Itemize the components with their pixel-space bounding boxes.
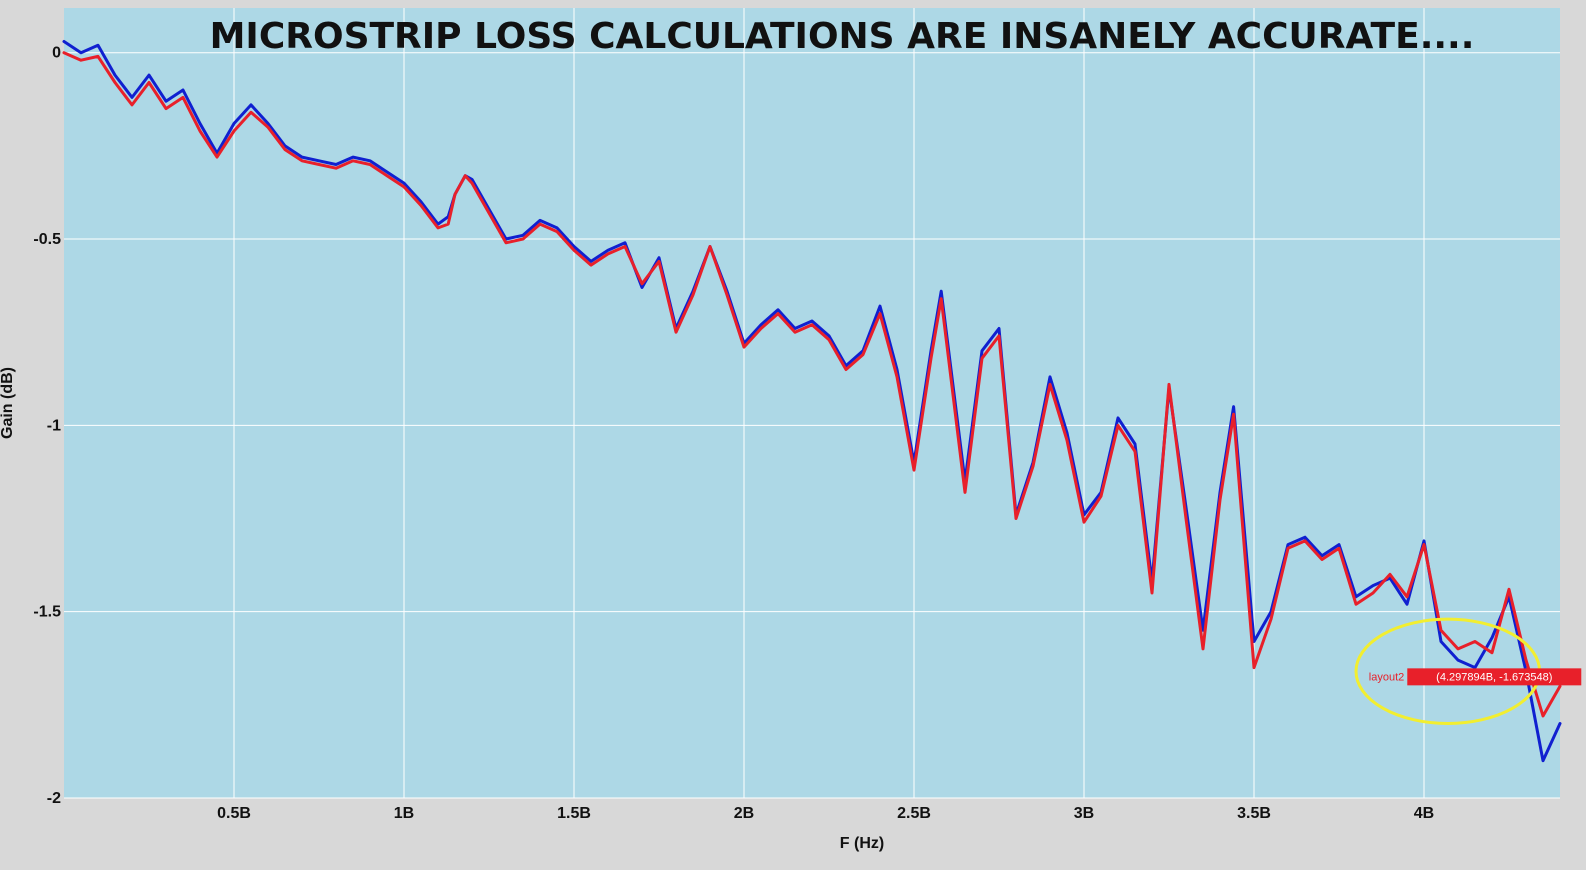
x-tick-label: 2B xyxy=(734,805,754,822)
x-axis-label: F (Hz) xyxy=(840,835,884,852)
y-tick-label: -1.5 xyxy=(33,604,61,621)
x-tick-label: 3B xyxy=(1074,805,1094,822)
tick-labels: 0.5B 1B 1.5B 2B 2.5B 3B 3.5B 4B 0 -0.5 -1 -1.5 -2 xyxy=(33,45,1434,822)
y-tick-label: -1 xyxy=(47,417,61,434)
tooltip-series-name: layout2 xyxy=(1369,671,1404,683)
x-tick-label: 1.5B xyxy=(557,805,591,822)
x-tick-label: 4B xyxy=(1414,805,1434,822)
y-tick-label: -0.5 xyxy=(33,231,61,248)
x-tick-label: 2.5B xyxy=(897,805,931,822)
y-tick-label: -2 xyxy=(47,790,61,807)
chart-title: MICROSTRIP LOSS CALCULATIONS ARE INSANEL… xyxy=(210,16,1475,57)
x-tick-label: 3.5B xyxy=(1237,805,1271,822)
series-line-1 xyxy=(62,40,1562,763)
y-axis-label: Gain (dB) xyxy=(0,367,16,439)
x-tick-label: 0.5B xyxy=(217,805,251,822)
series-layer xyxy=(62,40,1562,763)
plot-area xyxy=(64,8,1560,798)
grid xyxy=(64,8,1560,799)
data-tooltip: layout2 (4.297894B, -1.673548) xyxy=(1369,668,1582,686)
tooltip-value: (4.297894B, -1.673548) xyxy=(1436,671,1552,683)
x-tick-label: 1B xyxy=(394,805,414,822)
tooltip-value-box xyxy=(1407,668,1582,686)
series-line-2 xyxy=(62,51,1562,718)
y-tick-label: 0 xyxy=(52,45,61,62)
